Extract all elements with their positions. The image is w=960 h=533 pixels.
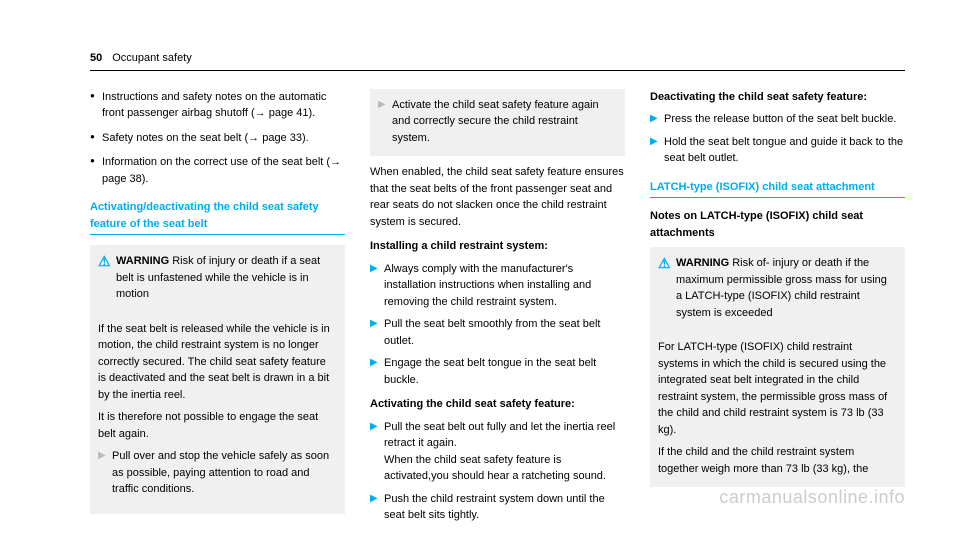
bullet-icon: ● [90, 154, 102, 187]
warning-icon: ⚠ [658, 255, 676, 272]
deactivate-title: Deactivating the child seat safety featu… [650, 89, 905, 106]
action-text: Activate the child seat safety feature a… [392, 97, 615, 147]
action-text: Always comply with the manufacturer's in… [384, 261, 625, 311]
watermark: carmanualsonline.info [719, 484, 905, 511]
arrow-icon: ▶ [370, 419, 384, 485]
warning-paragraph: For LATCH-type (ISOFIX) child restraint … [658, 339, 895, 438]
arrow-icon: ▶ [378, 97, 392, 147]
action-item: ▶ Pull the seat belt out fully and let t… [370, 419, 625, 485]
bullet-text: Safety notes on the seat belt (→ page 33… [102, 130, 345, 147]
warning-label: WARNING [676, 257, 729, 269]
action-item: ▶ Pull over and stop the vehicle safely … [98, 448, 335, 498]
warning-paragraph: If the child and the child restraint sys… [658, 444, 895, 477]
arrow-icon: ▶ [650, 111, 664, 128]
action-item: ▶ Activate the child seat safety feature… [378, 97, 615, 147]
notes-title: Notes on LATCH-type (ISOFIX) child seat … [650, 208, 905, 241]
arrow-icon: ▶ [370, 491, 384, 524]
content-columns: ● Instructions and safety notes on the a… [90, 89, 905, 530]
action-item: ▶ Press the release button of the seat b… [650, 111, 905, 128]
action-text: Pull the seat belt smoothly from the sea… [384, 316, 625, 349]
action-item: ▶ Hold the seat belt tongue and guide it… [650, 134, 905, 167]
bullet-item: ● Safety notes on the seat belt (→ page … [90, 130, 345, 147]
arrow-icon: ▶ [370, 316, 384, 349]
install-title: Installing a child restraint system: [370, 238, 625, 255]
section-name: Occupant safety [112, 52, 192, 64]
warning-box: ⚠ WARNING Risk of injury or death if a s… [90, 245, 345, 313]
page-number: 50 [90, 52, 102, 64]
activate-title: Activating the child seat safety feature… [370, 396, 625, 413]
action-item: ▶ Push the child restraint system down u… [370, 491, 625, 524]
paragraph: When enabled, the child seat safety feat… [370, 164, 625, 230]
action-text: Pull the seat belt out fully and let the… [384, 419, 625, 485]
bullet-text: Information on the correct use of the se… [102, 154, 345, 187]
arrow-icon: ▶ [370, 355, 384, 388]
action-text: Engage the seat belt tongue in the seat … [384, 355, 625, 388]
warning-icon: ⚠ [98, 253, 116, 270]
section-title-child-seat: Activating/deactivating the child seat s… [90, 199, 345, 235]
arrow-icon: ▶ [650, 134, 664, 167]
column-1: ● Instructions and safety notes on the a… [90, 89, 345, 530]
warning-body: If the seat belt is released while the v… [90, 313, 345, 514]
section-title-latch: LATCH-type (ISOFIX) child seat attachmen… [650, 179, 905, 199]
warning-text: WARNING Risk of injury or death if a sea… [116, 253, 335, 303]
arrow-icon: ▶ [98, 448, 112, 498]
bullet-text: Instructions and safety notes on the aut… [102, 89, 345, 122]
action-text: Hold the seat belt tongue and guide it b… [664, 134, 905, 167]
action-item: ▶ Pull the seat belt smoothly from the s… [370, 316, 625, 349]
column-2: ▶ Activate the child seat safety feature… [370, 89, 625, 530]
warning-paragraph: It is therefore not possible to engage t… [98, 409, 335, 442]
warning-text: WARNING Risk of- injury or death if the … [676, 255, 895, 321]
bullet-item: ● Information on the correct use of the … [90, 154, 345, 187]
warning-paragraph: If the seat belt is released while the v… [98, 321, 335, 404]
column-3: Deactivating the child seat safety featu… [650, 89, 905, 530]
bullet-item: ● Instructions and safety notes on the a… [90, 89, 345, 122]
bullet-icon: ● [90, 130, 102, 147]
action-text: Pull over and stop the vehicle safely as… [112, 448, 335, 498]
bullet-icon: ● [90, 89, 102, 122]
warning-box: ⚠ WARNING Risk of- injury or death if th… [650, 247, 905, 331]
action-item: ▶ Engage the seat belt tongue in the sea… [370, 355, 625, 388]
warning-body: For LATCH-type (ISOFIX) child restraint … [650, 331, 905, 487]
warning-label: WARNING [116, 255, 169, 267]
arrow-icon: ▶ [370, 261, 384, 311]
page-header: 50 Occupant safety [90, 50, 905, 71]
action-text: Push the child restraint system down unt… [384, 491, 625, 524]
warning-continuation: ▶ Activate the child seat safety feature… [370, 89, 625, 157]
action-text: Press the release button of the seat bel… [664, 111, 905, 128]
action-item: ▶ Always comply with the manufacturer's … [370, 261, 625, 311]
